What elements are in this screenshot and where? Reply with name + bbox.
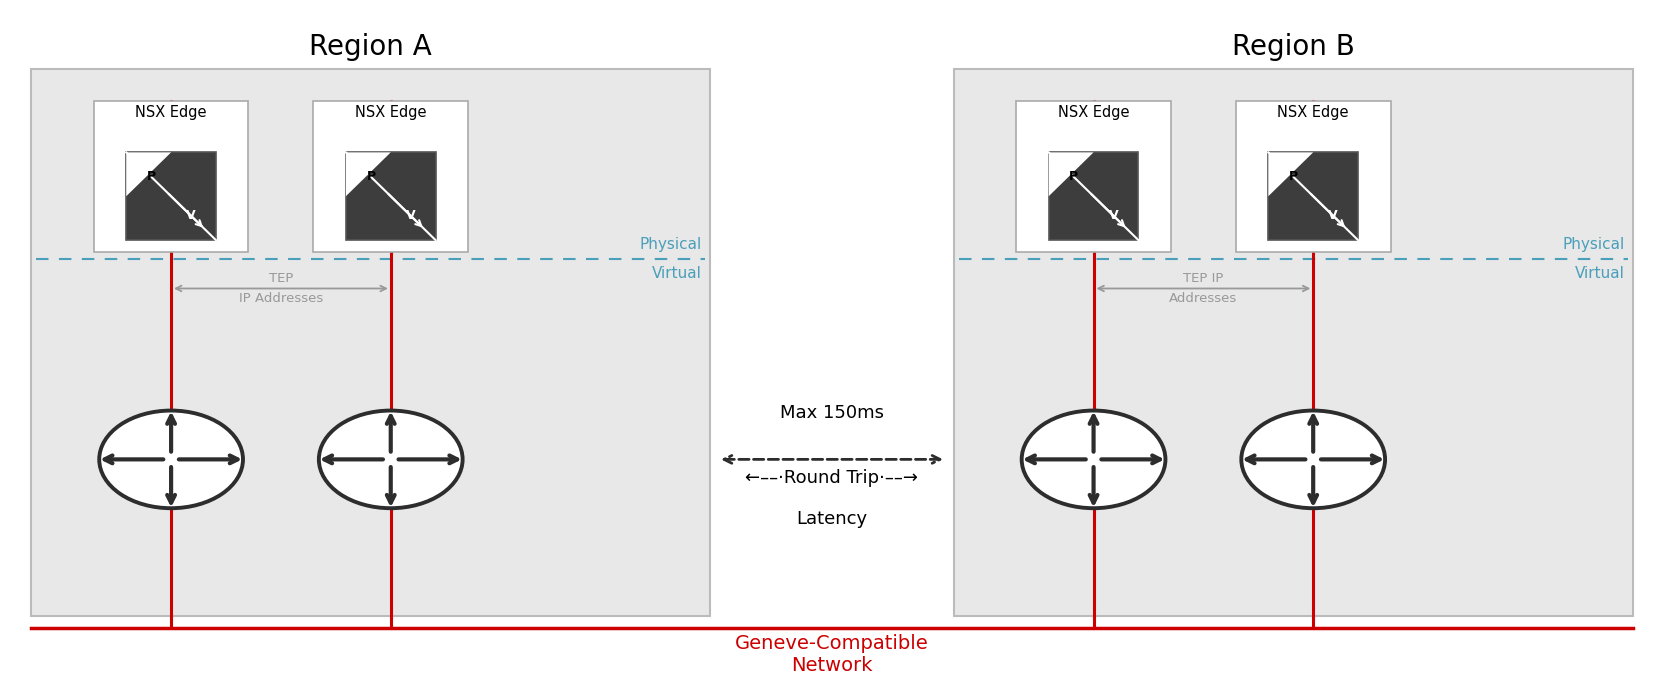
Text: TEP IP: TEP IP: [1183, 272, 1223, 285]
Polygon shape: [1268, 153, 1313, 196]
FancyBboxPatch shape: [346, 153, 436, 240]
Text: NSX Edge: NSX Edge: [1058, 105, 1130, 120]
Text: V: V: [186, 209, 196, 222]
Text: Latency: Latency: [797, 510, 867, 528]
Text: TEP: TEP: [268, 272, 293, 285]
Text: NSX Edge: NSX Edge: [354, 105, 426, 120]
Text: Virtual: Virtual: [652, 266, 702, 281]
Ellipse shape: [1241, 410, 1384, 508]
FancyBboxPatch shape: [93, 101, 248, 252]
FancyBboxPatch shape: [953, 69, 1632, 616]
FancyBboxPatch shape: [313, 101, 468, 252]
Text: Max 150ms: Max 150ms: [780, 404, 884, 422]
Text: P: P: [1290, 170, 1298, 183]
Polygon shape: [1048, 153, 1093, 196]
Text: NSX Edge: NSX Edge: [1278, 105, 1350, 120]
FancyBboxPatch shape: [1017, 101, 1171, 252]
Polygon shape: [126, 153, 171, 196]
Text: V: V: [406, 209, 416, 222]
Text: P: P: [366, 170, 376, 183]
Text: P: P: [146, 170, 156, 183]
Text: Physical: Physical: [641, 237, 702, 252]
FancyBboxPatch shape: [1268, 153, 1358, 240]
Ellipse shape: [319, 410, 463, 508]
Text: Region B: Region B: [1231, 33, 1354, 61]
Text: IP Addresses: IP Addresses: [240, 292, 323, 305]
Text: Virtual: Virtual: [1574, 266, 1624, 281]
FancyBboxPatch shape: [126, 153, 216, 240]
Text: V: V: [1328, 209, 1338, 222]
Text: P: P: [1070, 170, 1078, 183]
FancyBboxPatch shape: [1236, 101, 1391, 252]
Ellipse shape: [100, 410, 243, 508]
Text: ←––·Round Trip·––→: ←––·Round Trip·––→: [745, 469, 919, 487]
Text: Geneve-Compatible
Network: Geneve-Compatible Network: [735, 634, 929, 675]
FancyBboxPatch shape: [32, 69, 711, 616]
FancyBboxPatch shape: [1048, 153, 1138, 240]
Ellipse shape: [1022, 410, 1165, 508]
Text: Addresses: Addresses: [1170, 292, 1238, 305]
Polygon shape: [346, 153, 391, 196]
Text: V: V: [1108, 209, 1118, 222]
Text: NSX Edge: NSX Edge: [135, 105, 206, 120]
Text: Physical: Physical: [1562, 237, 1624, 252]
Text: Region A: Region A: [310, 33, 433, 61]
